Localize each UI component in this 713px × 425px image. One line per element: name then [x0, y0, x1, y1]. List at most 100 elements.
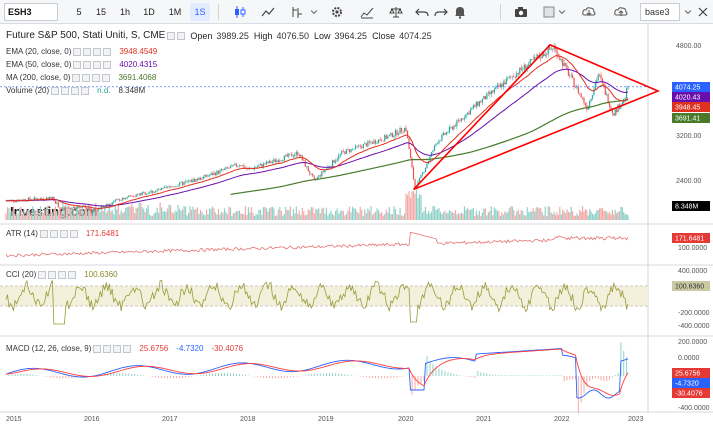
volume-bar: [265, 208, 267, 220]
cci-pane[interactable]: [0, 279, 648, 325]
volume-bar: [529, 211, 531, 220]
eye-icon[interactable]: [51, 86, 60, 95]
volume-bar: [394, 209, 397, 220]
ma200-legend[interactable]: MA (200, close, 0) 3691.4068: [6, 73, 156, 82]
chevron-down-icon[interactable]: [309, 3, 319, 21]
settings-icon[interactable]: [83, 47, 92, 56]
atr-legend[interactable]: ATR (14) 171.6481: [6, 229, 119, 238]
more-icon[interactable]: [102, 73, 111, 82]
volume-bar: [344, 215, 346, 220]
indicators-icon[interactable]: [258, 3, 278, 21]
candle-body: [339, 153, 341, 156]
eye-icon[interactable]: [73, 47, 82, 56]
candle-body: [283, 155, 285, 161]
drawing-tools-icon[interactable]: [286, 3, 308, 21]
eye-icon[interactable]: [72, 73, 81, 82]
settings-icon[interactable]: [167, 31, 176, 40]
settings-icon[interactable]: [82, 73, 91, 82]
time-tick-label: 2017: [162, 416, 178, 423]
more-icon[interactable]: [103, 47, 112, 56]
ema20-legend[interactable]: EMA (20, close, 0) 3948.4549: [6, 47, 157, 56]
toolbar-separator: [218, 4, 219, 20]
timeframe-1d[interactable]: 1D: [143, 7, 155, 17]
candle-body: [362, 144, 364, 149]
settings-icon[interactable]: [61, 86, 70, 95]
eye-icon[interactable]: [73, 60, 82, 69]
timeframe-1h[interactable]: 1h: [119, 7, 130, 17]
symbol-input[interactable]: [4, 3, 58, 21]
settings-icon[interactable]: [83, 60, 92, 69]
macd-hist-bar: [325, 373, 327, 376]
candle-body: [335, 160, 337, 163]
eye-icon[interactable]: [93, 344, 102, 353]
settings-icon[interactable]: [49, 229, 58, 238]
cci-legend[interactable]: CCI (20) 100.6360: [6, 270, 118, 279]
candle-body: [490, 90, 492, 95]
color-swatch-icon[interactable]: [541, 3, 557, 21]
atr-pane[interactable]: [5, 231, 629, 258]
volume-legend[interactable]: Volume (20) n.d. 8.348M: [6, 86, 145, 95]
price-pane[interactable]: Investing.com: [0, 42, 661, 220]
close-icon[interactable]: [93, 47, 102, 56]
close-icon[interactable]: [71, 86, 80, 95]
candlestick-icon[interactable]: [230, 3, 250, 21]
candle-body: [129, 195, 131, 197]
candle-body: [56, 202, 58, 204]
eye-icon[interactable]: [39, 229, 48, 238]
alert-bell-icon[interactable]: [451, 3, 469, 21]
scale-balance-icon[interactable]: [386, 3, 406, 21]
volume-bar: [241, 213, 244, 220]
macd-tick-label: 200.0000: [678, 339, 707, 346]
eye-icon[interactable]: [38, 270, 47, 279]
volume-bar: [322, 207, 324, 220]
volume-bar: [267, 211, 269, 220]
time-axis[interactable]: 2015 2016 2017 2018 2019 2020 2021 2022 2023: [6, 416, 644, 423]
cloud-upload-icon[interactable]: [610, 3, 632, 21]
timeframe-1m[interactable]: 1M: [168, 7, 182, 17]
candle-body: [128, 195, 130, 198]
more-icon[interactable]: [81, 86, 90, 95]
candle-body: [378, 139, 380, 144]
chevron-down-icon[interactable]: [683, 3, 693, 21]
timeframe-5[interactable]: 5: [76, 7, 82, 17]
volume-bar: [262, 207, 264, 220]
volume-bar: [285, 206, 287, 220]
close-icon[interactable]: [113, 344, 122, 353]
volume-bar: [435, 209, 437, 220]
triangle-drawing[interactable]: [413, 43, 661, 191]
candle-body: [93, 209, 95, 211]
close-icon[interactable]: [58, 270, 67, 279]
timeframe-1s[interactable]: 1S: [190, 3, 210, 21]
close-icon[interactable]: [177, 31, 186, 40]
more-icon[interactable]: [68, 270, 77, 279]
timeframe-15[interactable]: 15: [95, 7, 106, 17]
macd-legend[interactable]: MACD (12, 26, close, 9) 25.6756 -4.7320 …: [6, 344, 243, 353]
close-icon[interactable]: [59, 229, 68, 238]
settings-icon[interactable]: [48, 270, 57, 279]
undo-icon[interactable]: [413, 3, 431, 21]
camera-icon[interactable]: [511, 3, 531, 21]
redo-icon[interactable]: [432, 3, 450, 21]
close-icon[interactable]: [696, 3, 710, 21]
chevron-down-icon[interactable]: [557, 3, 567, 21]
more-icon[interactable]: [103, 60, 112, 69]
ema50-legend[interactable]: EMA (50, close, 0) 4020.4315: [6, 60, 157, 69]
settings-icon[interactable]: [103, 344, 112, 353]
chart-canvas[interactable]: Investing.com 4800.004000.003200.002400.…: [0, 24, 713, 425]
cloud-download-icon[interactable]: [578, 3, 600, 21]
compare-icon[interactable]: [357, 3, 377, 21]
volume-bar: [541, 211, 543, 220]
macd-pane[interactable]: [5, 342, 629, 414]
candle-body: [616, 109, 618, 112]
close-icon[interactable]: [92, 73, 101, 82]
more-icon[interactable]: [123, 344, 132, 353]
ohlc-values: Open 3989.25 High 4076.50 Low 3964.25 Close…: [190, 31, 431, 41]
volume-bar: [211, 206, 214, 220]
candle-body: [181, 182, 184, 185]
gear-icon[interactable]: [328, 3, 346, 21]
macd-hist-bar: [594, 376, 596, 379]
more-icon[interactable]: [69, 229, 78, 238]
layout-select[interactable]: base3: [640, 3, 680, 21]
candle-body: [292, 156, 294, 157]
close-icon[interactable]: [93, 60, 102, 69]
